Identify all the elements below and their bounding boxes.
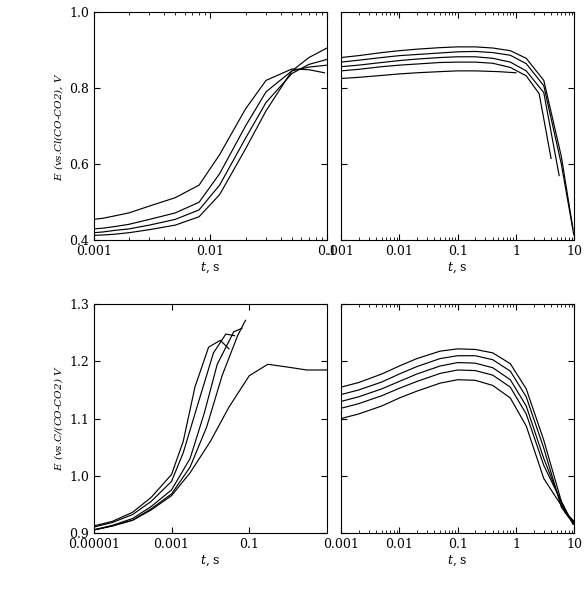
X-axis label: $t$, s: $t$, s [200, 261, 221, 275]
Y-axis label: $E$ (vs.Cl(CO-CO2), V: $E$ (vs.Cl(CO-CO2), V [52, 72, 65, 181]
X-axis label: $t$, s: $t$, s [200, 554, 221, 568]
Y-axis label: $E$ (vs.C/(CO-CO2) V: $E$ (vs.C/(CO-CO2) V [52, 366, 65, 471]
X-axis label: $t$, s: $t$, s [447, 554, 468, 568]
X-axis label: $t$, s: $t$, s [447, 261, 468, 275]
